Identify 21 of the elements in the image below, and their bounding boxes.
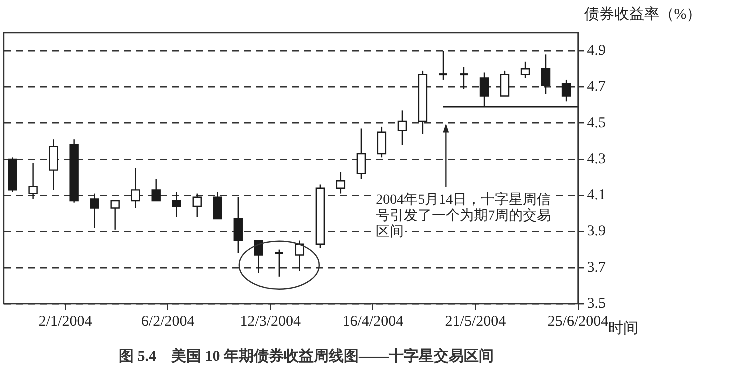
y-tick-label: 3.9 <box>587 224 606 240</box>
y-axis-title: 债券收益率（%） <box>584 6 702 23</box>
x-tick-label: 2/1/2004 <box>38 314 93 330</box>
x-tick-label: 25/6/2004 <box>548 314 610 330</box>
candlestick <box>438 50 448 81</box>
y-tick-label: 4.7 <box>587 79 606 96</box>
y-tick-label: 3.5 <box>587 296 606 312</box>
x-axis-title: 时间 <box>608 320 638 337</box>
candlestick <box>458 66 469 90</box>
x-tick-label: 12/3/2004 <box>240 314 302 330</box>
y-tick-label: 4.9 <box>587 43 606 60</box>
candlestick <box>274 249 284 278</box>
y-tick-label: 4.5 <box>587 115 606 132</box>
text: 图 5.4 美国 10 年期债券收益周线图——十字星交易区间 <box>119 346 494 365</box>
annotation: 2004年5月14日，十字星周信号引发了一个为期7周的交易区间 <box>376 192 552 240</box>
x-tick-label: 21/5/2004 <box>445 314 507 330</box>
x-tick-label: 16/4/2004 <box>342 314 404 330</box>
y-tick-label: 4.1 <box>587 188 606 204</box>
x-tick-label: 6/2/2004 <box>141 314 196 330</box>
y-tick-label: 4.3 <box>587 151 606 168</box>
y-tick-label: 3.7 <box>587 260 606 276</box>
